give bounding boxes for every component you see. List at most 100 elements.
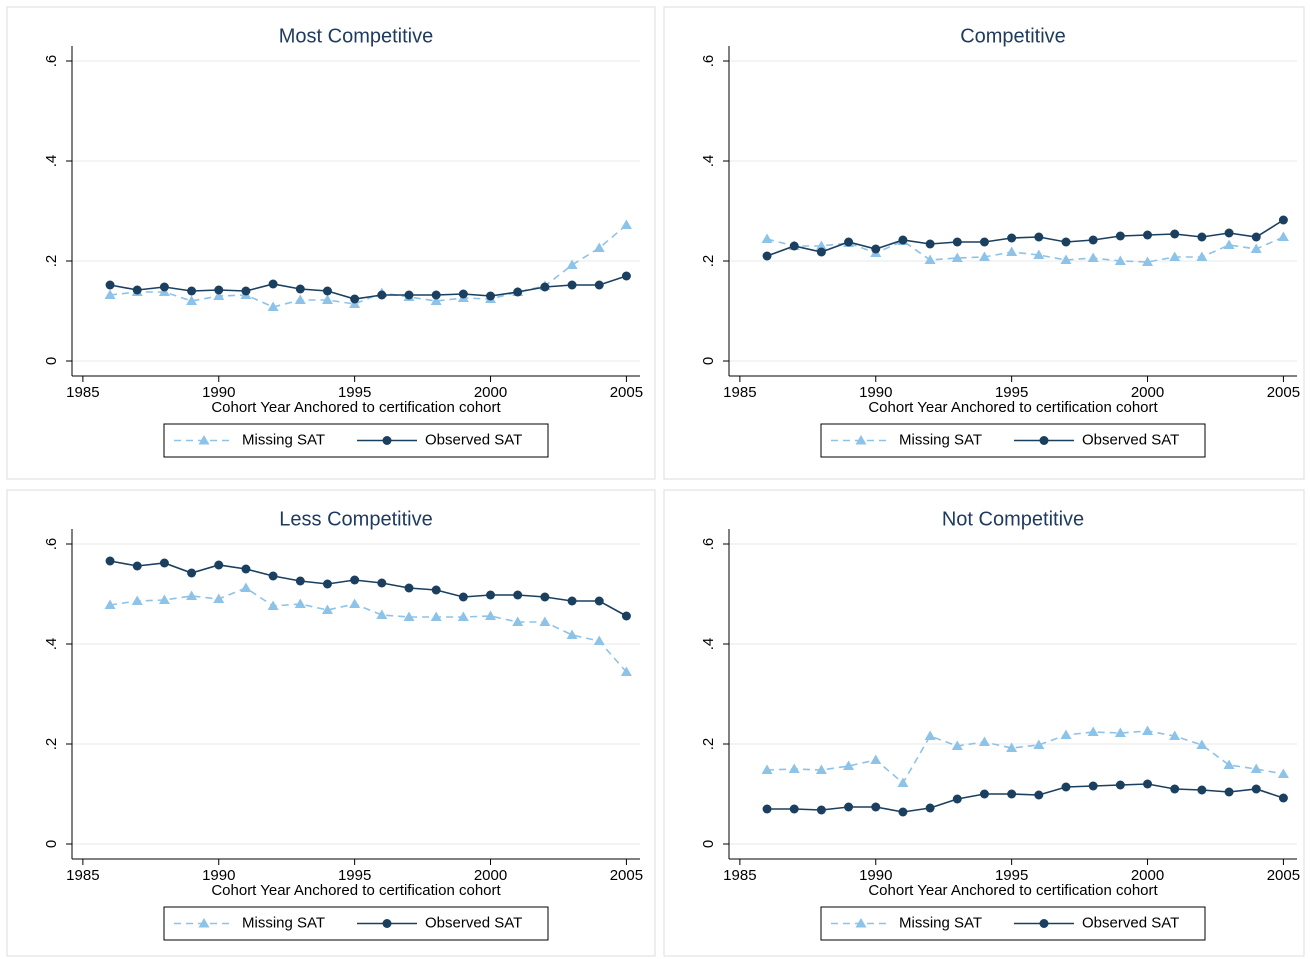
marker-circle [594, 596, 604, 606]
x-tick-label: 1995 [338, 867, 371, 884]
x-tick-label: 1990 [202, 384, 235, 401]
marker-triangle [512, 616, 524, 626]
marker-triangle [104, 599, 116, 609]
y-tick-label: .4 [700, 638, 717, 651]
marker-triangle [1033, 249, 1045, 259]
marker-circle [952, 237, 962, 247]
marker-triangle [1196, 251, 1208, 261]
legend-label: Missing SAT [899, 431, 982, 448]
marker-triangle [815, 764, 827, 774]
x-tick-label: 2005 [1267, 384, 1300, 401]
y-tick-label: 0 [700, 357, 717, 365]
marker-circle [486, 590, 496, 600]
marker-triangle [430, 611, 442, 621]
marker-circle [1039, 919, 1049, 928]
marker-triangle [240, 582, 252, 592]
marker-circle [132, 285, 142, 295]
marker-circle [187, 286, 197, 296]
marker-triangle [855, 918, 867, 928]
marker-triangle [457, 611, 469, 621]
marker-triangle [213, 593, 225, 603]
x-tick-label: 2005 [1267, 867, 1300, 884]
marker-circle [594, 280, 604, 290]
marker-circle [377, 578, 387, 588]
marker-circle [404, 290, 414, 300]
marker-triangle [566, 259, 578, 269]
marker-circle [898, 235, 908, 245]
x-tick-label: 1990 [859, 384, 892, 401]
x-tick-label: 2005 [610, 384, 643, 401]
y-tick-label: .6 [700, 55, 717, 68]
marker-circle [979, 789, 989, 799]
x-tick-label: 1985 [723, 384, 756, 401]
marker-triangle [924, 730, 936, 740]
marker-triangle [1142, 725, 1154, 735]
marker-circle [268, 571, 278, 581]
marker-triangle [198, 918, 210, 928]
marker-circle [187, 568, 197, 578]
marker-triangle [978, 251, 990, 261]
legend-label: Missing SAT [242, 431, 325, 448]
marker-circle [844, 237, 854, 247]
marker-circle [431, 290, 441, 300]
marker-circle [132, 561, 142, 571]
y-tick-label: .2 [700, 738, 717, 751]
marker-circle [1061, 782, 1071, 792]
marker-circle [241, 286, 251, 296]
x-tick-label: 2005 [610, 867, 643, 884]
marker-circle [871, 244, 881, 254]
marker-circle [350, 294, 360, 304]
panel-frame [6, 489, 656, 957]
marker-triangle [1277, 231, 1289, 241]
marker-circle [1197, 785, 1207, 795]
marker-circle [789, 804, 799, 814]
y-tick-label: .6 [43, 55, 60, 68]
x-tick-label: 1990 [859, 867, 892, 884]
marker-triangle [1142, 256, 1154, 266]
marker-circle [1007, 233, 1017, 243]
panel: Not Competitive 0 .2 .4 .6 1985 1990 1995 2000 20… [663, 489, 1305, 957]
marker-triangle [485, 610, 497, 620]
x-tick-label: 1995 [995, 384, 1028, 401]
marker-triangle [1250, 763, 1262, 773]
marker-circle [952, 794, 962, 804]
marker-circle [540, 282, 550, 292]
marker-triangle [1060, 729, 1072, 739]
marker-circle [350, 575, 360, 585]
y-tick-label: .2 [43, 255, 60, 268]
marker-triangle [186, 590, 198, 600]
marker-circle [159, 282, 169, 292]
series-line [109, 587, 628, 673]
marker-triangle [321, 604, 333, 614]
marker-circle [979, 237, 989, 247]
marker-circle [295, 576, 305, 586]
x-axis-title: Cohort Year Anchored to certification co… [211, 882, 501, 899]
marker-triangle [1006, 742, 1018, 752]
marker-circle [567, 596, 577, 606]
marker-triangle [1169, 251, 1181, 261]
marker-circle [458, 592, 468, 602]
series-line [766, 219, 1284, 257]
marker-circle [322, 579, 332, 589]
marker-triangle [1223, 759, 1235, 769]
marker-triangle [539, 616, 551, 626]
marker-triangle [815, 240, 827, 250]
marker-triangle [294, 598, 306, 608]
legend-label: Missing SAT [899, 914, 982, 931]
panel-frame [6, 6, 656, 480]
marker-triangle [1087, 252, 1099, 262]
marker-circle [295, 284, 305, 294]
marker-triangle [1087, 726, 1099, 736]
marker-circle [871, 802, 881, 812]
panel: Competitive 0 .2 .4 .6 1985 1990 1995 2000 2005 Co… [663, 6, 1305, 480]
marker-triangle [761, 233, 773, 243]
marker-circle [1039, 436, 1049, 445]
marker-circle [621, 611, 631, 621]
marker-circle [925, 803, 935, 813]
marker-circle [486, 291, 496, 301]
marker-circle [1278, 793, 1288, 803]
marker-circle [762, 804, 772, 814]
marker-circle [1224, 228, 1234, 238]
marker-triangle [843, 760, 855, 770]
